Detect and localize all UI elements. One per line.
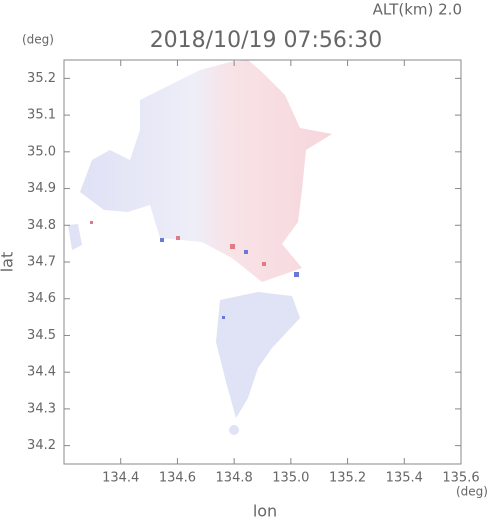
y-tick-label: 34.3 bbox=[27, 401, 56, 416]
y-tick-label: 34.5 bbox=[27, 328, 56, 343]
x-unit: (deg) bbox=[456, 485, 488, 499]
y-axis-label: lat bbox=[0, 252, 17, 273]
x-tick-label: 134.4 bbox=[102, 471, 139, 486]
altitude-label: ALT(km) 2.0 bbox=[373, 1, 462, 19]
field bbox=[68, 60, 332, 435]
x-tick-label: 134.8 bbox=[216, 471, 253, 486]
x-tick-label: 134.6 bbox=[159, 471, 196, 486]
y-tick-label: 34.8 bbox=[27, 218, 56, 233]
chart-title: 2018/10/19 07:56:30 bbox=[150, 28, 383, 53]
x-tick-label: 135.4 bbox=[386, 471, 423, 486]
y-tick-label: 34.7 bbox=[27, 255, 56, 270]
y-tick-label: 34.4 bbox=[27, 365, 56, 380]
y-tick-label: 35.0 bbox=[27, 144, 56, 159]
x-axis-label: lon bbox=[253, 502, 277, 521]
y-tick-label: 35.2 bbox=[27, 71, 56, 86]
y-tick-label: 34.2 bbox=[27, 438, 56, 453]
x-tick-label: 135.6 bbox=[442, 471, 479, 486]
y-tick-label: 34.6 bbox=[27, 291, 56, 306]
y-unit: (deg) bbox=[22, 33, 54, 47]
y-tick-label: 34.9 bbox=[27, 181, 56, 196]
y-tick-label: 35.1 bbox=[27, 108, 56, 123]
x-tick-label: 135.0 bbox=[272, 471, 309, 486]
x-tick-label: 135.2 bbox=[329, 471, 366, 486]
